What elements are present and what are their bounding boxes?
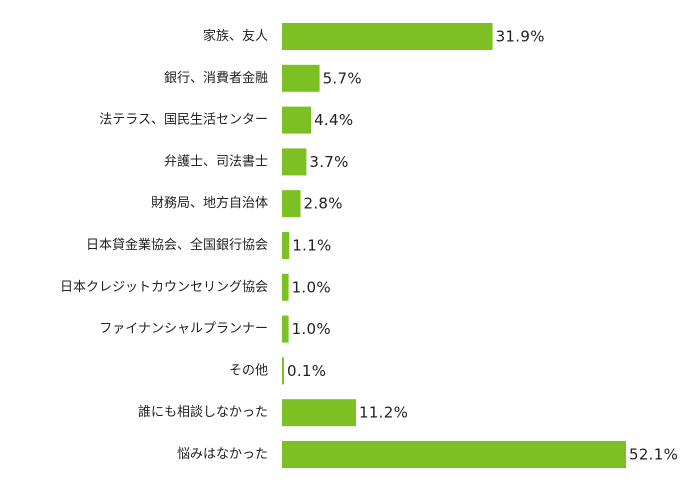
bar-3 — [282, 148, 307, 176]
category-label-6: 日本クレジットカウンセリング協会 — [60, 280, 268, 295]
value-label-1: 5.7% — [323, 69, 362, 87]
bar-2 — [282, 106, 312, 134]
category-label-3: 弁護士、司法書士 — [164, 153, 268, 169]
category-label-8: その他 — [229, 363, 268, 378]
category-label-10: 悩みはなかった — [177, 447, 268, 462]
bar-9 — [282, 399, 356, 427]
category-label-0: 家族、友人 — [203, 28, 268, 44]
category-label-group: 家族、友人銀行、消費者金融法テラス、国民生活センター弁護士、司法書士財務局、地方… — [60, 28, 268, 462]
value-label-6: 1.0% — [292, 278, 331, 296]
value-label-10: 52.1% — [629, 446, 678, 464]
value-label-9: 11.2% — [359, 404, 408, 422]
bar-group — [282, 23, 626, 468]
bar-4 — [282, 190, 301, 218]
value-label-5: 1.1% — [292, 237, 331, 255]
category-label-9: 誰にも相談しなかった — [138, 404, 268, 420]
bar-6 — [282, 273, 289, 301]
value-label-group: 31.9% 5.7% 4.4% 3.7% 2.8% 1.1% 1.0% 1.0% 0.1% 11.… — [287, 28, 678, 464]
category-label-5: 日本貸金業協会、全国銀行協会 — [86, 237, 268, 253]
bar-0 — [282, 23, 493, 50]
value-label-0: 31.9% — [496, 28, 545, 46]
value-label-8: 0.1% — [287, 362, 326, 380]
bar-8 — [282, 357, 284, 385]
value-label-2: 4.4% — [314, 111, 353, 129]
value-label-7: 1.0% — [292, 320, 331, 338]
category-label-1: 銀行、消費者金融 — [164, 70, 268, 86]
category-label-7: ファイナンシャルプランナー — [99, 322, 268, 337]
bar-7 — [282, 315, 289, 343]
value-label-4: 2.8% — [304, 195, 343, 213]
bar-5 — [282, 232, 290, 259]
bar-10 — [282, 441, 626, 468]
value-label-3: 3.7% — [309, 153, 348, 171]
category-label-2: 法テラス、国民生活センター — [99, 113, 268, 128]
bar-1 — [282, 64, 320, 92]
category-label-4: 財務局、地方自治体 — [151, 195, 268, 211]
